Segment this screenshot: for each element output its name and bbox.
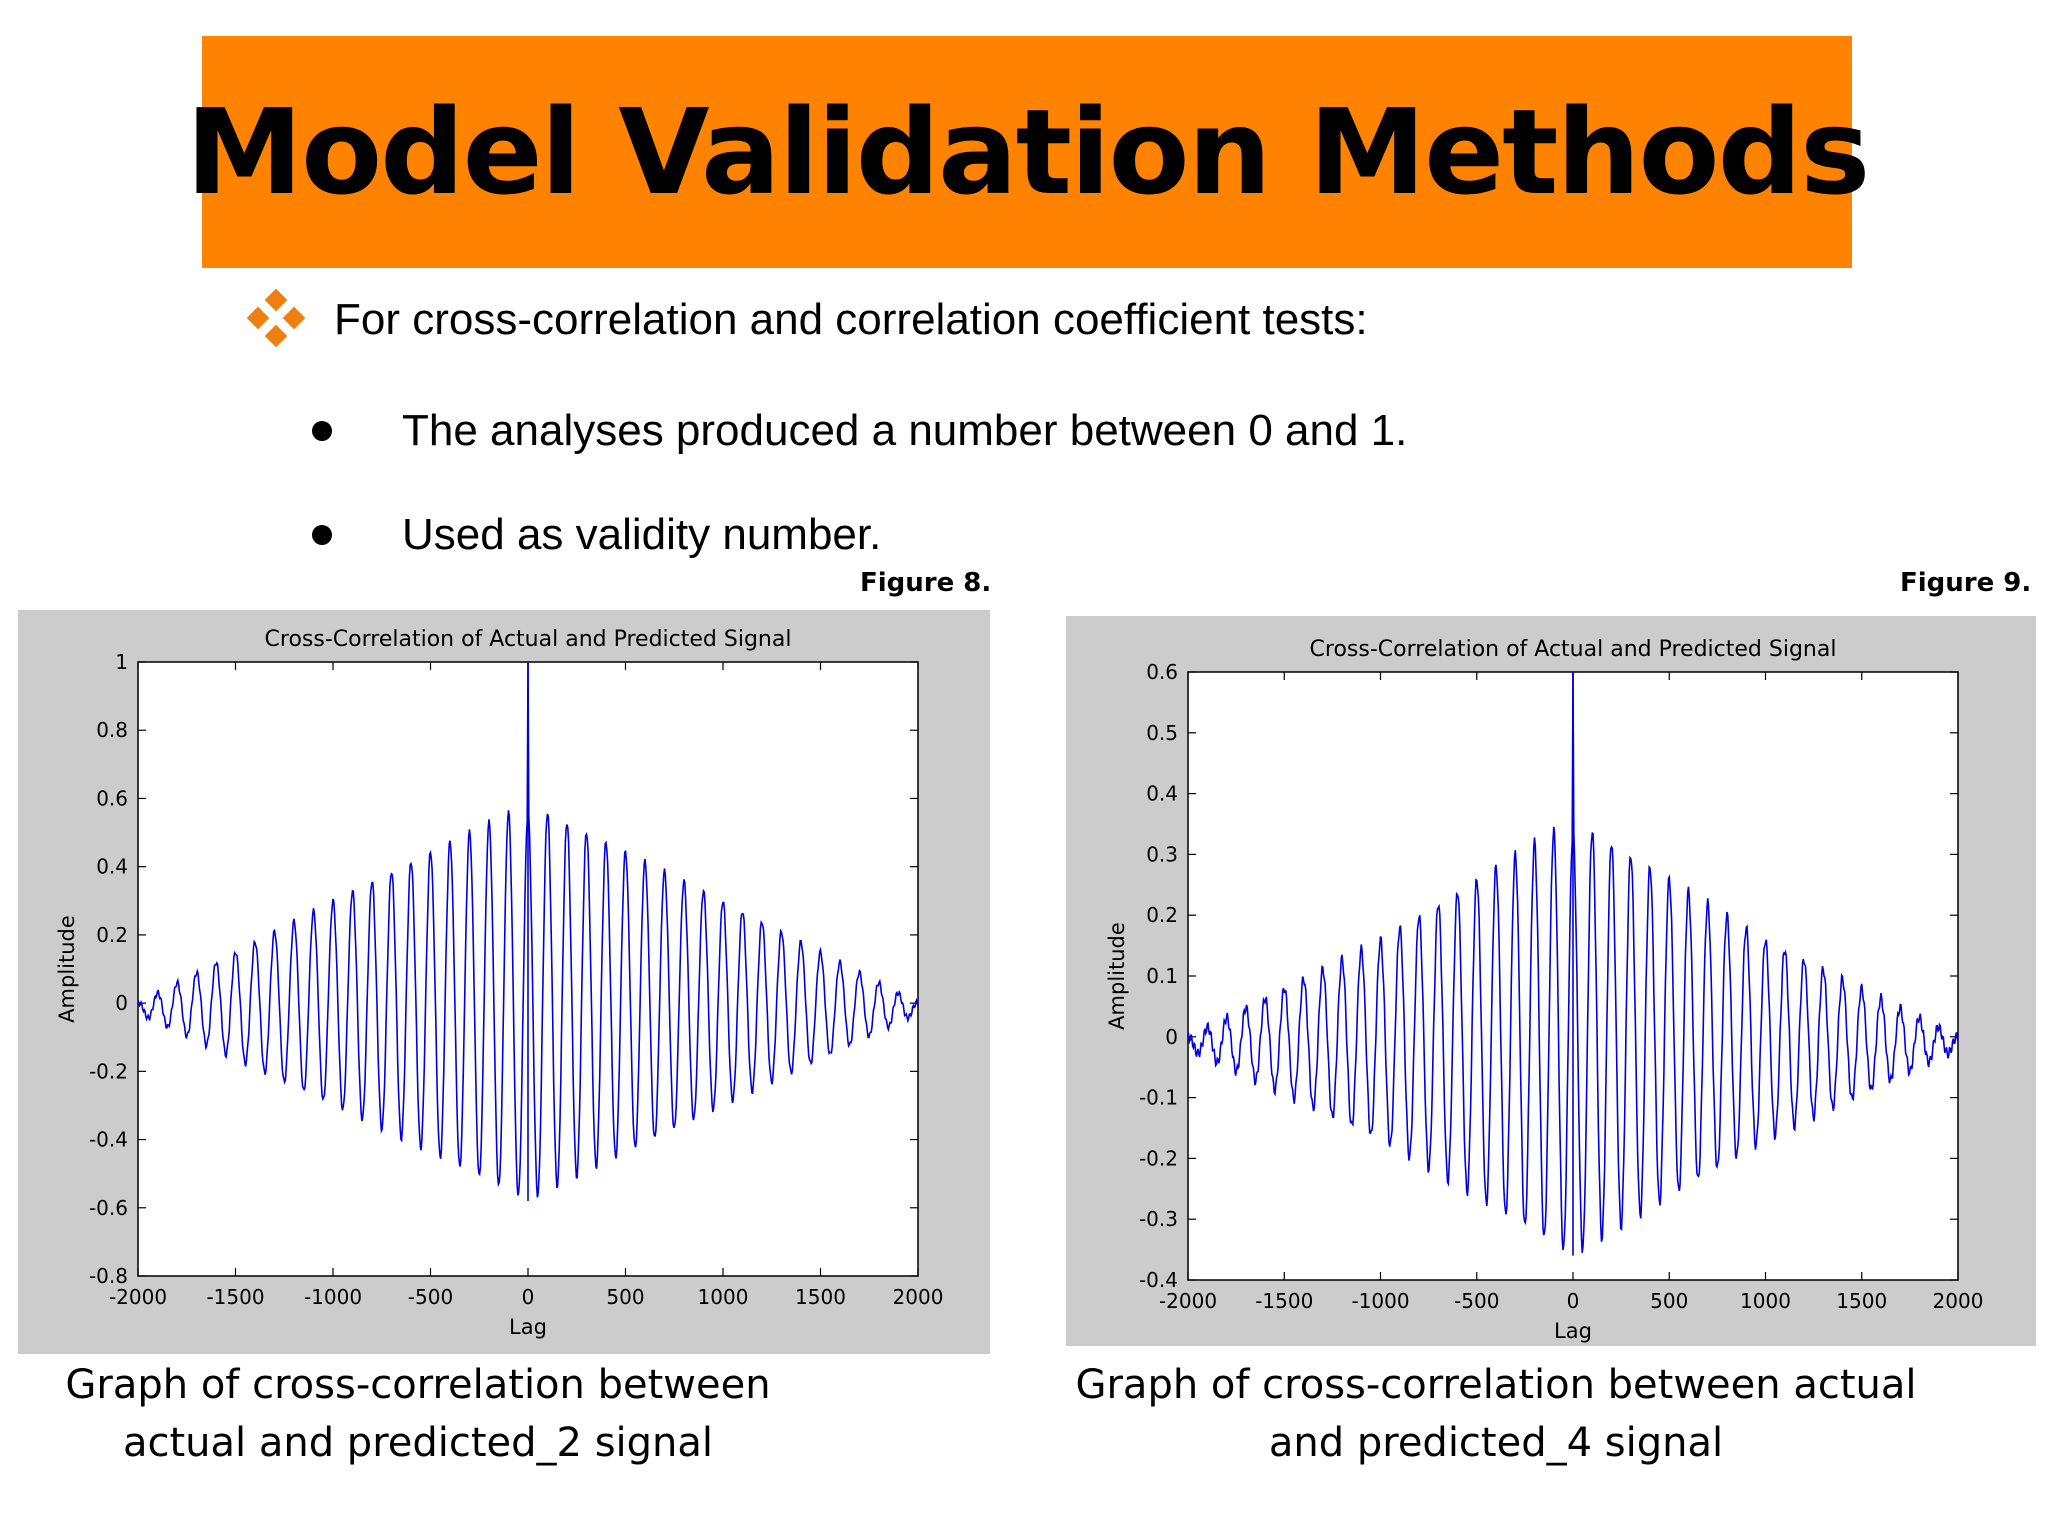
y-tick-label: 0.2	[96, 923, 128, 947]
x-tick-label: -500	[1454, 1289, 1499, 1313]
y-tick-label: 0.3	[1146, 842, 1178, 866]
y-tick-label: 0.8	[96, 718, 128, 742]
slide-title: Model Validation Methods	[185, 83, 1871, 221]
bullet-dot-icon	[312, 525, 332, 545]
y-tick-label: 0.6	[1146, 660, 1178, 684]
caption-line: actual and predicted_2 signal	[122, 1420, 714, 1466]
y-tick-label: -0.2	[89, 1059, 128, 1083]
y-tick-label: -0.4	[89, 1128, 128, 1152]
y-tick-label: -0.4	[1139, 1268, 1178, 1292]
y-tick-label: 0.2	[1146, 903, 1178, 927]
x-tick-label: 0	[522, 1285, 535, 1309]
x-tick-label: 1000	[1740, 1289, 1791, 1313]
x-tick-label: -2000	[1159, 1289, 1217, 1313]
x-tick-label: -2000	[109, 1285, 167, 1309]
x-tick-label: -1500	[206, 1285, 264, 1309]
chart-title: Cross-Correlation of Actual and Predicte…	[265, 627, 792, 652]
x-axis-label: Lag	[1554, 1319, 1592, 1343]
y-tick-label: 0.4	[96, 855, 128, 879]
chart-svg: Cross-Correlation of Actual and Predicte…	[55, 627, 944, 1339]
x-tick-label: -500	[408, 1285, 453, 1309]
x-tick-label: 500	[606, 1285, 644, 1309]
y-tick-label: -0.3	[1139, 1207, 1178, 1231]
y-tick-label: 1	[115, 650, 128, 674]
main-bullet-text: For cross-correlation and correlation co…	[334, 295, 1368, 344]
caption-line: Graph of cross-correlation between	[65, 1362, 771, 1408]
caption-figure-9: Graph of cross-correlation between actua…	[1036, 1356, 1956, 1472]
main-bullet: For cross-correlation and correlation co…	[246, 288, 1368, 350]
x-tick-label: 2000	[893, 1285, 944, 1309]
y-axis-label: Amplitude	[1105, 922, 1129, 1030]
y-tick-label: -0.6	[89, 1196, 128, 1220]
x-tick-label: -1000	[304, 1285, 362, 1309]
bullet-dot-icon	[312, 421, 332, 441]
sub-bullet-2: Used as validity number.	[312, 510, 881, 560]
y-tick-label: 0	[115, 991, 128, 1015]
chart-title: Cross-Correlation of Actual and Predicte…	[1310, 637, 1837, 662]
sub-bullet-1: The analyses produced a number between 0…	[312, 406, 1407, 456]
y-tick-label: 0.6	[96, 786, 128, 810]
x-tick-label: 1500	[1836, 1289, 1887, 1313]
x-tick-label: 2000	[1933, 1289, 1984, 1313]
sub-bullet-text: Used as validity number.	[402, 510, 882, 559]
x-axis-label: Lag	[509, 1315, 547, 1339]
y-tick-label: 0.4	[1146, 782, 1178, 806]
caption-line: Graph of cross-correlation between actua…	[1075, 1362, 1917, 1408]
y-tick-label: 0	[1165, 1025, 1178, 1049]
caption-line: and predicted_4 signal	[1268, 1420, 1724, 1466]
caption-figure-8: Graph of cross-correlation between actua…	[18, 1356, 818, 1472]
x-tick-label: 500	[1650, 1289, 1688, 1313]
y-axis-label: Amplitude	[55, 915, 79, 1023]
chart-figure-8: Cross-Correlation of Actual and Predicte…	[18, 610, 990, 1354]
y-tick-label: -0.1	[1139, 1086, 1178, 1110]
y-tick-label: -0.8	[89, 1264, 128, 1288]
x-tick-label: 1000	[698, 1285, 749, 1309]
figure-9-label: Figure 9.	[1900, 568, 2032, 598]
x-tick-label: -1000	[1351, 1289, 1409, 1313]
y-tick-label: 0.5	[1146, 721, 1178, 745]
title-banner: Model Validation Methods	[186, 36, 1870, 268]
figure-8-label: Figure 8.	[860, 568, 992, 598]
x-tick-label: 0	[1567, 1289, 1580, 1313]
chart-svg: Cross-Correlation of Actual and Predicte…	[1105, 637, 1984, 1343]
y-tick-label: 0.1	[1146, 964, 1178, 988]
diamond-bullet-icon	[246, 288, 306, 350]
x-tick-label: 1500	[795, 1285, 846, 1309]
chart-figure-9: Cross-Correlation of Actual and Predicte…	[1066, 616, 2036, 1346]
sub-bullet-text: The analyses produced a number between 0…	[402, 406, 1408, 455]
x-tick-label: -1500	[1255, 1289, 1313, 1313]
y-tick-label: -0.2	[1139, 1146, 1178, 1170]
